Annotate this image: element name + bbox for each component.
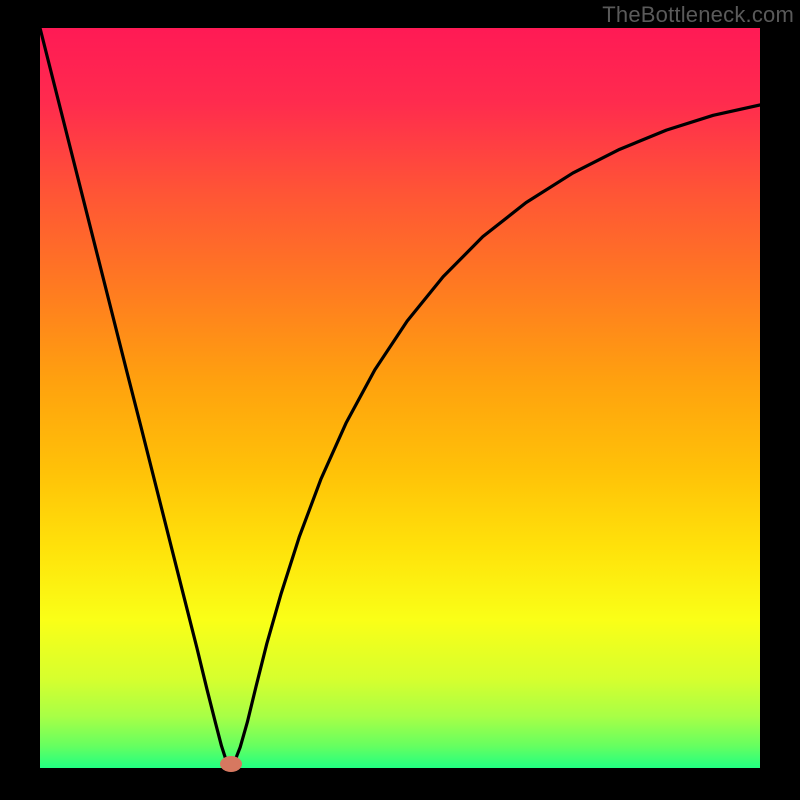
attribution-text: TheBottleneck.com: [602, 2, 794, 28]
minimum-marker: [220, 756, 242, 772]
curve-right-branch: [231, 105, 760, 768]
curve-left-branch: [40, 28, 231, 768]
plot-area: [40, 28, 760, 768]
curves-layer: [40, 28, 760, 768]
